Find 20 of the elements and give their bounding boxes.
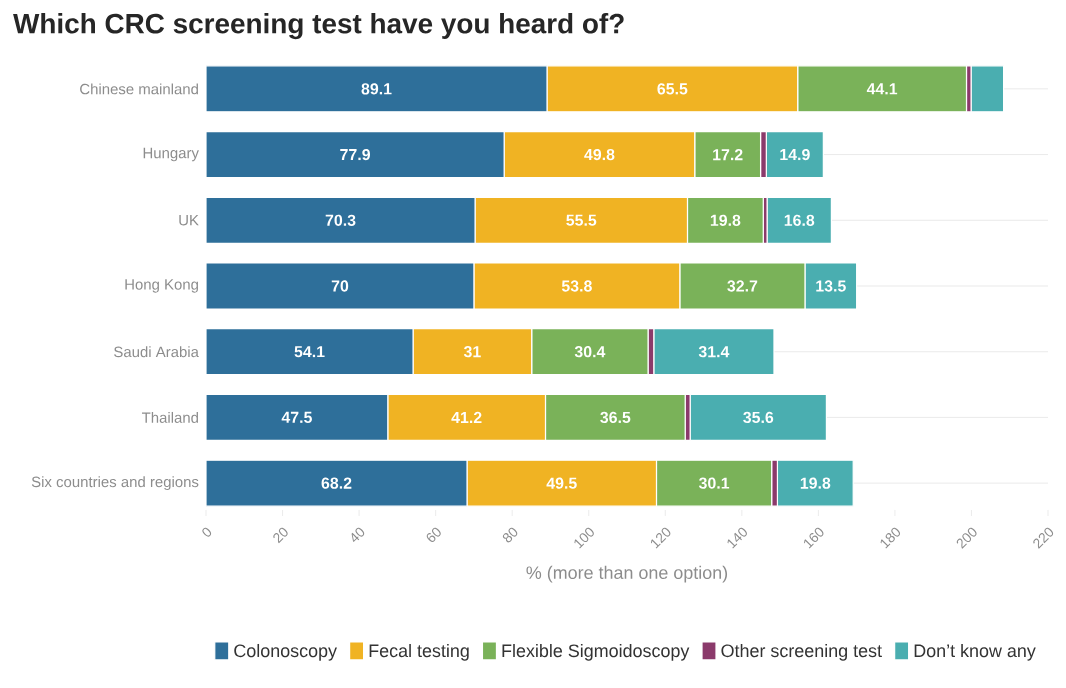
legend-label: Fecal testing: [369, 643, 469, 661]
bar: [653, 328, 775, 376]
chart-title: Which CRC screening test have you heard of?: [13, 13, 624, 40]
bar: [206, 328, 414, 376]
bar: [970, 65, 1005, 113]
bar: [206, 65, 548, 113]
legend-label: Colonoscopy: [234, 643, 337, 661]
bar: [765, 130, 824, 179]
bar: [776, 459, 854, 507]
bar: [206, 262, 475, 310]
bar: [206, 196, 476, 244]
bar: [206, 459, 468, 507]
legend-label: Flexible Sigmoidoscopy: [502, 643, 690, 661]
legend-label: Other screening test: [721, 643, 882, 661]
x-axis-title: % (more than one option): [526, 565, 728, 583]
bar: [206, 393, 389, 442]
bar: [206, 130, 505, 179]
bar: [689, 393, 828, 442]
bar: [766, 196, 832, 244]
legend-label: Don’t know any: [914, 643, 1036, 661]
